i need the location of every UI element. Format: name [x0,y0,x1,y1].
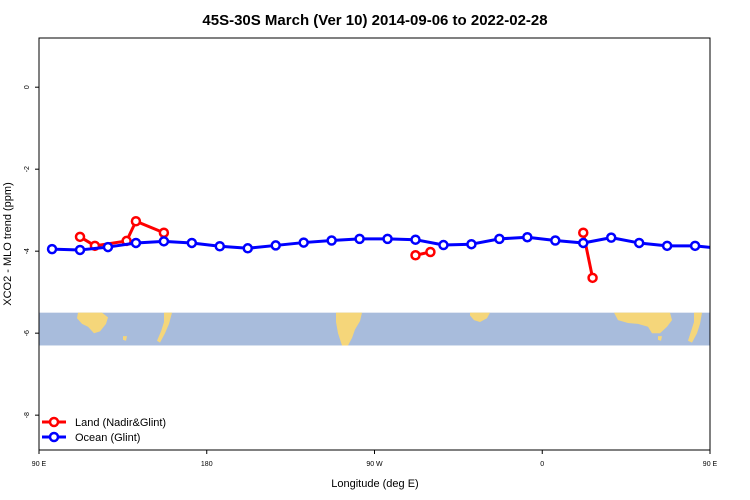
legend-label-1: Ocean (Glint) [75,432,140,444]
legend: Land (Nadir&Glint) Ocean (Glint) [42,416,166,444]
ocean-band [39,312,710,346]
y-axis: 0 -2 -4 -6 -8 [24,85,39,418]
australia-land [77,312,108,334]
series-1-point [74,244,86,256]
x-tick-label-1: 180 [201,461,213,468]
series-1-point [46,243,58,255]
series-1-point [605,232,617,243]
series-1-point [522,231,533,243]
x-tick-label-3: 0 [540,461,544,468]
australia-land-repeat [614,312,672,334]
series-1-point [578,237,589,249]
series-1-point [130,237,142,249]
y-tick-label-1: -2 [24,166,31,172]
tasmania-land-repeat [658,336,662,341]
series-1-point [494,233,505,245]
y-tick-label-2: -4 [24,248,31,254]
series-0-point [587,272,598,284]
series-0-point [158,227,170,238]
y-axis-label: XCO2 - MLO trend (ppm) [2,182,14,305]
y-tick-label-3: -6 [24,330,31,336]
africa-land [470,312,490,323]
series-1-line-0 [52,235,710,252]
series-1-point [633,237,645,249]
chart-title: 45S-30S March (Ver 10) 2014-09-06 to 202… [202,12,547,29]
map-strip [39,312,710,346]
series-1-point [661,240,673,252]
series-1-point [354,233,365,245]
series-0-point [578,227,589,238]
series-0-point [130,215,142,227]
x-axis: 90 E 180 90 W 0 90 E [32,450,718,468]
series-1-point [382,233,393,245]
tasmania-land [123,336,127,341]
series-1-point [689,240,701,252]
series-1-point [466,238,477,250]
series-1-point [186,237,198,249]
series-1-point [214,241,226,252]
series-1-point [298,237,309,248]
series-0-point [425,246,436,258]
series-1-point [242,243,254,254]
series-1-point [270,240,281,251]
series-1 [46,231,727,256]
legend-marker-1 [48,431,60,443]
new-zealand-land [157,312,172,343]
new-zealand-land-repeat [688,312,702,343]
series-1-point [438,239,449,251]
series-1-point [719,245,727,253]
y-tick-label-0: 0 [24,85,31,89]
series-0-point [410,250,421,261]
x-tick-label-2: 90 W [366,461,383,468]
series-1-point [326,235,337,246]
series-1-point [102,241,114,253]
series-1-point [158,236,170,247]
series-1-point [410,234,421,245]
x-axis-label: Longitude (deg E) [331,478,418,490]
x-tick-label-0: 90 E [32,461,47,468]
x-tick-label-4: 90 E [703,461,718,468]
legend-marker-0 [48,416,60,428]
series-0 [74,215,598,284]
legend-label-0: Land (Nadir&Glint) [75,417,166,429]
south-america-land [336,312,362,346]
series-1-point [550,235,561,246]
y-tick-label-4: -8 [24,412,31,418]
series-0-point [74,231,86,243]
